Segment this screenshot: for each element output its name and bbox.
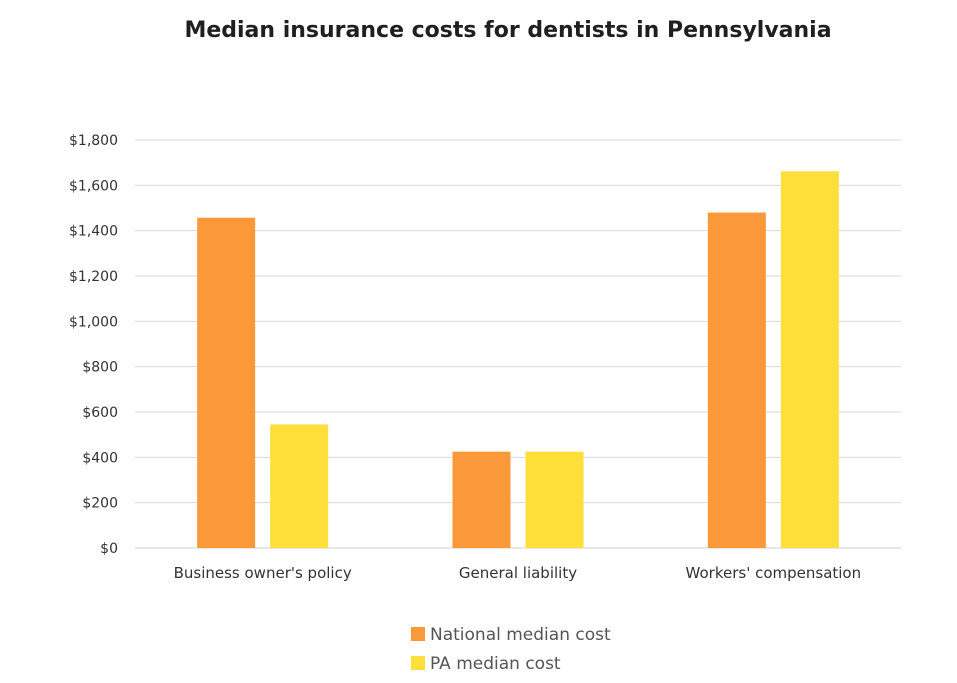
y-tick-label: $200 xyxy=(82,496,118,512)
x-tick-label: General liability xyxy=(459,564,577,582)
y-axis-ticks: $0 $200 $400 $600 $800 $1,000 $1,200 $1,400 $1,6… xyxy=(69,133,118,557)
x-axis-ticks: Business owner's policy General liability… xyxy=(174,564,862,582)
y-tick-label: $400 xyxy=(82,450,118,466)
y-tick-label: $1,000 xyxy=(69,314,118,330)
y-tick-label: $1,200 xyxy=(69,269,118,285)
y-tick-label: $1,600 xyxy=(69,178,118,194)
y-tick-label: $0 xyxy=(100,541,118,557)
bar-layer xyxy=(197,171,839,549)
bar-pa-3 xyxy=(780,171,839,548)
legend-label: PA median cost xyxy=(430,654,561,674)
bar-pa-2 xyxy=(525,451,584,548)
legend: National median cost PA median cost xyxy=(411,625,611,674)
legend-swatch xyxy=(411,627,425,641)
y-tick-label: $1,800 xyxy=(69,133,118,149)
chart-title: Median insurance costs for dentists in P… xyxy=(184,18,831,43)
bar-pa-1 xyxy=(270,424,329,548)
y-tick-label: $800 xyxy=(82,360,118,376)
x-tick-label: Business owner's policy xyxy=(174,564,352,582)
bar-national-1 xyxy=(197,217,256,548)
x-tick-label: Workers' compensation xyxy=(686,564,862,582)
bar-national-2 xyxy=(452,451,511,548)
grid-layer xyxy=(135,139,901,549)
y-tick-label: $1,400 xyxy=(69,224,118,240)
y-tick-label: $600 xyxy=(82,405,118,421)
legend-label: National median cost xyxy=(430,625,611,645)
bar-national-3 xyxy=(707,212,766,549)
legend-swatch xyxy=(411,656,425,670)
